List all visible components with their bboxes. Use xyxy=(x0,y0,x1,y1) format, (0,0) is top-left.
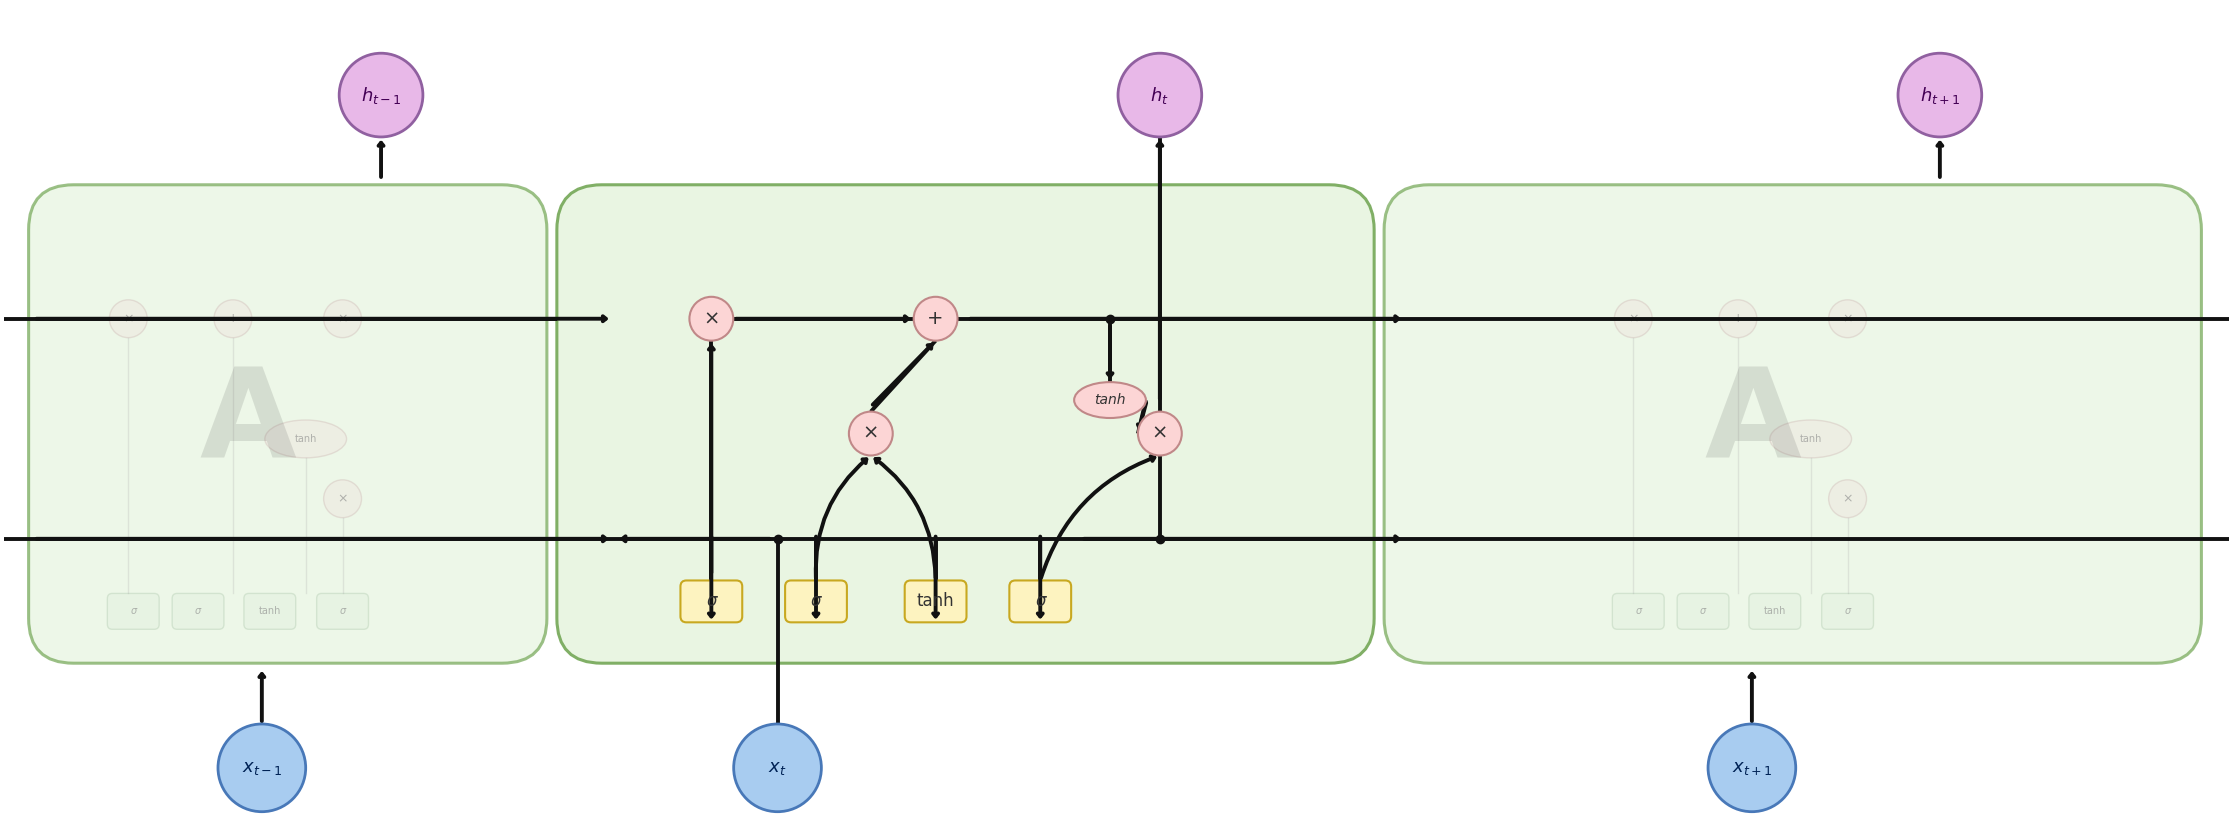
Text: σ: σ xyxy=(1844,607,1851,617)
FancyBboxPatch shape xyxy=(1677,593,1728,629)
Text: $x_t$: $x_t$ xyxy=(768,758,786,777)
FancyBboxPatch shape xyxy=(904,581,967,623)
Circle shape xyxy=(109,300,147,337)
Text: +: + xyxy=(228,312,239,326)
FancyBboxPatch shape xyxy=(556,185,1373,663)
Circle shape xyxy=(1614,300,1652,337)
Text: $x_{t+1}$: $x_{t+1}$ xyxy=(1731,758,1773,777)
FancyBboxPatch shape xyxy=(29,185,547,663)
Text: $h_t$: $h_t$ xyxy=(1150,85,1170,106)
Text: ×: × xyxy=(1628,312,1639,326)
Circle shape xyxy=(324,300,362,337)
Text: $h_{t-1}$: $h_{t-1}$ xyxy=(362,85,402,106)
Circle shape xyxy=(1829,480,1867,518)
Text: ×: × xyxy=(337,492,348,505)
Text: σ: σ xyxy=(130,607,136,617)
Circle shape xyxy=(690,297,732,341)
Ellipse shape xyxy=(1074,382,1146,418)
Circle shape xyxy=(324,480,362,518)
Text: ×: × xyxy=(862,424,880,443)
Text: ×: × xyxy=(703,310,719,328)
Text: ×: × xyxy=(1842,312,1853,326)
Circle shape xyxy=(1119,53,1201,137)
Text: σ: σ xyxy=(1036,592,1045,611)
Text: tanh: tanh xyxy=(918,592,953,611)
FancyBboxPatch shape xyxy=(1612,593,1664,629)
Text: σ: σ xyxy=(1635,607,1641,617)
FancyBboxPatch shape xyxy=(1822,593,1873,629)
Text: ×: × xyxy=(1842,492,1853,505)
Circle shape xyxy=(219,724,306,811)
Text: tanh: tanh xyxy=(1764,607,1786,617)
Text: ×: × xyxy=(337,312,348,326)
Text: +: + xyxy=(1733,312,1744,326)
Text: σ: σ xyxy=(1699,607,1706,617)
Text: tanh: tanh xyxy=(259,607,281,617)
Circle shape xyxy=(1139,412,1181,456)
Text: ×: × xyxy=(1152,424,1168,443)
FancyBboxPatch shape xyxy=(1748,593,1800,629)
Text: ×: × xyxy=(123,312,134,326)
Circle shape xyxy=(1719,300,1757,337)
Circle shape xyxy=(339,53,422,137)
FancyBboxPatch shape xyxy=(786,581,846,623)
Circle shape xyxy=(1898,53,1981,137)
Circle shape xyxy=(735,724,822,811)
Text: $x_{t-1}$: $x_{t-1}$ xyxy=(241,758,281,777)
Circle shape xyxy=(214,300,252,337)
FancyBboxPatch shape xyxy=(107,593,159,629)
Text: $h_{t+1}$: $h_{t+1}$ xyxy=(1920,85,1961,106)
Text: tanh: tanh xyxy=(1800,434,1822,444)
FancyBboxPatch shape xyxy=(1009,581,1072,623)
Text: σ: σ xyxy=(194,607,201,617)
FancyBboxPatch shape xyxy=(243,593,295,629)
Circle shape xyxy=(1708,724,1795,811)
Ellipse shape xyxy=(266,420,346,458)
FancyBboxPatch shape xyxy=(172,593,223,629)
Ellipse shape xyxy=(1771,420,1851,458)
Text: tanh: tanh xyxy=(295,434,317,444)
Text: σ: σ xyxy=(339,607,346,617)
Circle shape xyxy=(1829,300,1867,337)
Text: σ: σ xyxy=(811,592,822,611)
FancyBboxPatch shape xyxy=(681,581,741,623)
FancyBboxPatch shape xyxy=(1384,185,2202,663)
Text: +: + xyxy=(927,310,945,328)
Circle shape xyxy=(913,297,958,341)
Text: tanh: tanh xyxy=(1094,393,1125,407)
Text: A: A xyxy=(1704,363,1802,484)
Circle shape xyxy=(849,412,893,456)
FancyBboxPatch shape xyxy=(317,593,368,629)
Text: A: A xyxy=(199,363,297,484)
Text: σ: σ xyxy=(706,592,717,611)
